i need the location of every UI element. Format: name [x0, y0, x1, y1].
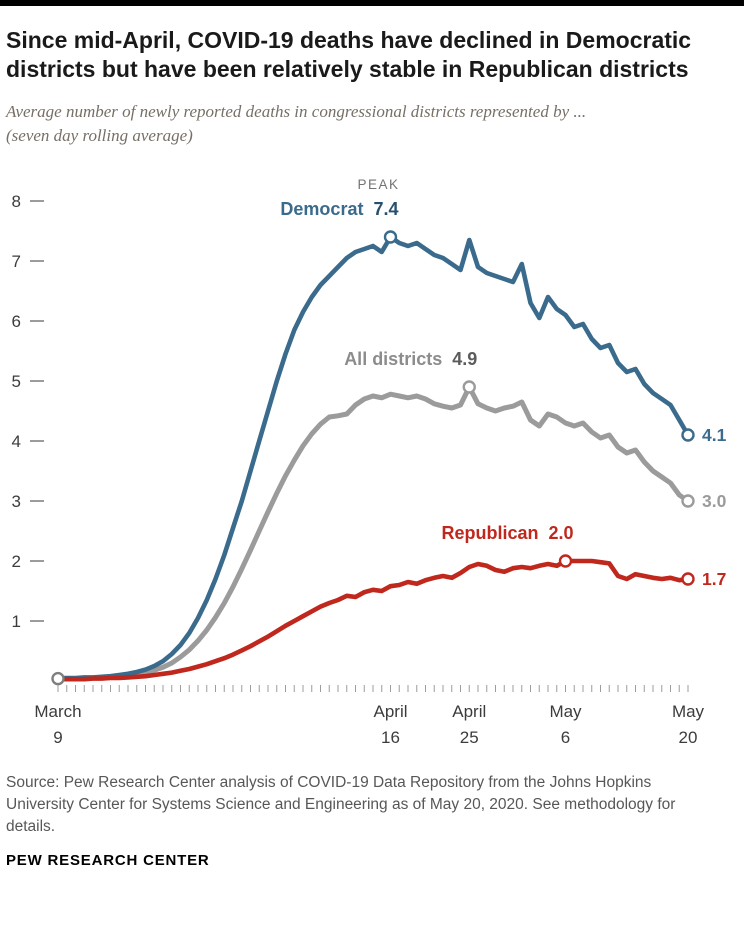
- y-tick-label: 1: [12, 612, 21, 631]
- y-tick-label: 4: [12, 432, 21, 451]
- republican-peak-marker: [558, 553, 573, 568]
- x-tick-label: 9: [53, 728, 62, 747]
- republican-line: [55, 558, 691, 682]
- republican-end-label: 1.7: [702, 569, 726, 589]
- y-tick-label: 6: [12, 312, 21, 331]
- chart-subtitle: Average number of newly reported deaths …: [6, 102, 587, 146]
- all-districts-start-marker: [51, 671, 65, 685]
- x-tick-label: March: [34, 702, 81, 721]
- republican-series-label: Republican 2.0: [441, 523, 573, 543]
- y-tick-label: 2: [12, 552, 21, 571]
- all-districts-line: [55, 384, 691, 681]
- democrat-end-marker: [681, 427, 695, 442]
- all-districts-end-label: 3.0: [702, 491, 727, 511]
- top-accent-bar: [0, 0, 744, 6]
- line-chart: 1 2 3 4 5 6 7 8 March 9 April 16 April 25 May 6 May 20 Dem…: [6, 169, 727, 756]
- x-tick-label: May: [672, 702, 705, 721]
- source-note: Source: Pew Research Center analysis of …: [6, 773, 676, 835]
- democrat-peak-marker: [383, 229, 398, 244]
- x-tick-label: 16: [381, 728, 400, 747]
- x-tick-label: May: [549, 702, 582, 721]
- all-districts-peak-marker: [462, 379, 476, 394]
- democrat-peak-caption: PEAK: [357, 177, 399, 192]
- x-tick-label: April: [373, 702, 407, 721]
- x-tick-label: 6: [561, 728, 570, 747]
- republican-end-marker: [681, 571, 695, 586]
- x-tick-label: 20: [679, 728, 698, 747]
- all-districts-end-marker: [681, 493, 695, 508]
- line-chart-svg: 1 2 3 4 5 6 7 8 March 9 April 16 April 25 May 6 May 20 Dem…: [12, 177, 727, 747]
- page-title: Since mid-April, COVID-19 deaths have de…: [6, 27, 692, 83]
- x-tick-label: 25: [460, 728, 479, 747]
- y-tick-label: 8: [12, 192, 21, 211]
- democrat-line: [55, 234, 691, 680]
- y-tick-label: 5: [12, 372, 21, 391]
- democrat-series-label: Democrat 7.4: [280, 199, 398, 219]
- democrat-end-label: 4.1: [702, 425, 727, 445]
- y-tick-label: 7: [12, 252, 21, 271]
- page-content: Since mid-April, COVID-19 deaths have de…: [0, 26, 744, 869]
- brand-footer: PEW RESEARCH CENTER: [6, 851, 210, 869]
- x-tick-label: April: [452, 702, 486, 721]
- all-districts-series-label: All districts 4.9: [344, 349, 477, 369]
- y-tick-label: 3: [12, 492, 21, 511]
